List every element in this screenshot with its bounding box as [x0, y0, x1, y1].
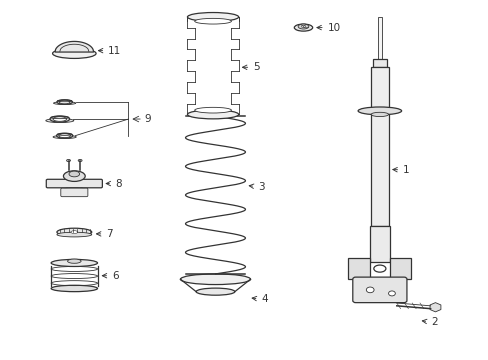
Ellipse shape: [357, 107, 401, 115]
FancyBboxPatch shape: [372, 59, 386, 67]
Ellipse shape: [187, 110, 238, 119]
Polygon shape: [429, 303, 440, 312]
Ellipse shape: [388, 291, 394, 296]
Ellipse shape: [180, 274, 250, 284]
Ellipse shape: [53, 102, 76, 104]
Ellipse shape: [51, 285, 97, 292]
Ellipse shape: [294, 24, 312, 31]
Text: 11: 11: [98, 46, 121, 56]
Text: 7: 7: [96, 229, 113, 239]
Text: 6: 6: [102, 271, 119, 281]
Ellipse shape: [196, 288, 234, 295]
Ellipse shape: [301, 26, 305, 28]
FancyBboxPatch shape: [348, 258, 369, 279]
Ellipse shape: [57, 232, 92, 237]
Ellipse shape: [57, 228, 92, 236]
Ellipse shape: [59, 100, 70, 104]
Ellipse shape: [69, 171, 80, 177]
FancyBboxPatch shape: [61, 188, 88, 197]
FancyBboxPatch shape: [389, 258, 410, 279]
Text: 8: 8: [106, 179, 122, 189]
Ellipse shape: [59, 134, 70, 138]
Polygon shape: [55, 41, 94, 52]
Ellipse shape: [71, 231, 78, 234]
Ellipse shape: [187, 13, 238, 21]
FancyBboxPatch shape: [370, 67, 388, 226]
Ellipse shape: [53, 135, 76, 139]
Ellipse shape: [370, 112, 388, 117]
Text: 5: 5: [242, 62, 259, 72]
Text: 2: 2: [422, 318, 437, 328]
Ellipse shape: [57, 133, 73, 138]
FancyBboxPatch shape: [46, 179, 102, 188]
FancyBboxPatch shape: [377, 17, 381, 59]
Ellipse shape: [46, 119, 74, 122]
Ellipse shape: [62, 188, 86, 193]
Ellipse shape: [366, 287, 373, 293]
Ellipse shape: [66, 159, 70, 162]
Text: 9: 9: [143, 114, 150, 124]
Ellipse shape: [78, 159, 82, 162]
Ellipse shape: [57, 100, 72, 104]
Ellipse shape: [373, 265, 385, 272]
Ellipse shape: [194, 107, 231, 113]
Text: 10: 10: [316, 23, 340, 33]
Text: 1: 1: [392, 165, 409, 175]
Ellipse shape: [67, 259, 81, 263]
Ellipse shape: [298, 24, 308, 29]
Text: 3: 3: [249, 182, 264, 192]
Text: 4: 4: [252, 294, 267, 305]
FancyBboxPatch shape: [369, 226, 389, 261]
Ellipse shape: [63, 171, 85, 181]
Ellipse shape: [50, 116, 69, 122]
FancyBboxPatch shape: [352, 277, 406, 303]
Ellipse shape: [194, 18, 231, 24]
Ellipse shape: [51, 260, 97, 266]
Ellipse shape: [53, 117, 66, 121]
Ellipse shape: [53, 49, 96, 58]
